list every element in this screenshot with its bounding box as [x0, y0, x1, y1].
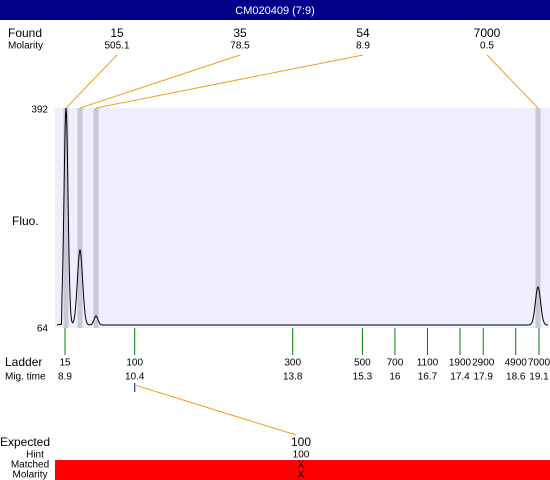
ladder-size: 1100 — [417, 358, 439, 369]
y-axis-label: Fluo. — [12, 214, 39, 228]
ladder-time: 16 — [389, 372, 401, 383]
found-label: Found — [8, 26, 42, 40]
molarity-value: X — [298, 470, 305, 480]
found-size: 35 — [233, 26, 247, 40]
found-size: 54 — [356, 26, 370, 40]
ladder-size: 15 — [59, 358, 71, 369]
plot-area — [55, 108, 550, 328]
molarity-label: Molarity — [8, 41, 43, 52]
peak-band — [535, 108, 541, 328]
found-molarity: 0.5 — [480, 41, 494, 52]
ladder-size: 100 — [126, 358, 143, 369]
ladder-time: 15.3 — [353, 372, 373, 383]
found-molarity: 8.9 — [356, 41, 370, 52]
trace — [56, 107, 548, 326]
peak-connector — [65, 54, 118, 109]
ladder-time: 18.6 — [506, 372, 526, 383]
ladder-time: 8.9 — [58, 372, 72, 383]
hint-value: 100 — [293, 450, 310, 461]
peak-band — [77, 108, 83, 328]
ladder-size: 500 — [354, 358, 371, 369]
ladder-time: 13.8 — [283, 372, 303, 383]
found-size: 7000 — [474, 26, 501, 40]
expected-value: 100 — [291, 435, 311, 449]
y-tick-label: 64 — [37, 324, 49, 335]
ladder-time: 17.9 — [474, 372, 494, 383]
title-bar — [0, 0, 550, 20]
expected-label: Expected — [0, 435, 50, 449]
found-size: 15 — [110, 26, 124, 40]
peak-band — [93, 108, 99, 328]
found-molarity: 505.1 — [104, 41, 129, 52]
matched-value: X — [298, 460, 305, 471]
ladder-time: 17.4 — [450, 372, 470, 383]
ladder-size: 2900 — [472, 358, 495, 369]
ladder-label: Ladder — [5, 355, 42, 369]
found-molarity: 78.5 — [230, 41, 250, 52]
title: CM020409 (7:9) — [235, 5, 315, 17]
ladder-size: 4900 — [505, 358, 528, 369]
mig-time-label: Mig. time — [5, 372, 46, 383]
ladder-size: 7000 — [528, 358, 550, 369]
peak-connector — [79, 54, 241, 109]
expected-connector — [134, 384, 297, 436]
peak-band — [63, 108, 69, 328]
ladder-size: 300 — [284, 358, 301, 369]
peak-connector — [486, 54, 539, 109]
ladder-time: 10.4 — [125, 372, 145, 383]
molarity-row-label: Molarity — [12, 470, 47, 480]
ladder-size: 1900 — [449, 358, 472, 369]
ladder-size: 700 — [387, 358, 404, 369]
y-tick-label: 392 — [31, 105, 48, 116]
peak-connector — [95, 54, 364, 109]
hint-label: Hint — [26, 450, 44, 461]
matched-label: Matched — [11, 460, 49, 471]
matched-bar — [55, 460, 550, 480]
ladder-time: 16.7 — [418, 372, 438, 383]
ladder-time: 19.1 — [529, 372, 549, 383]
